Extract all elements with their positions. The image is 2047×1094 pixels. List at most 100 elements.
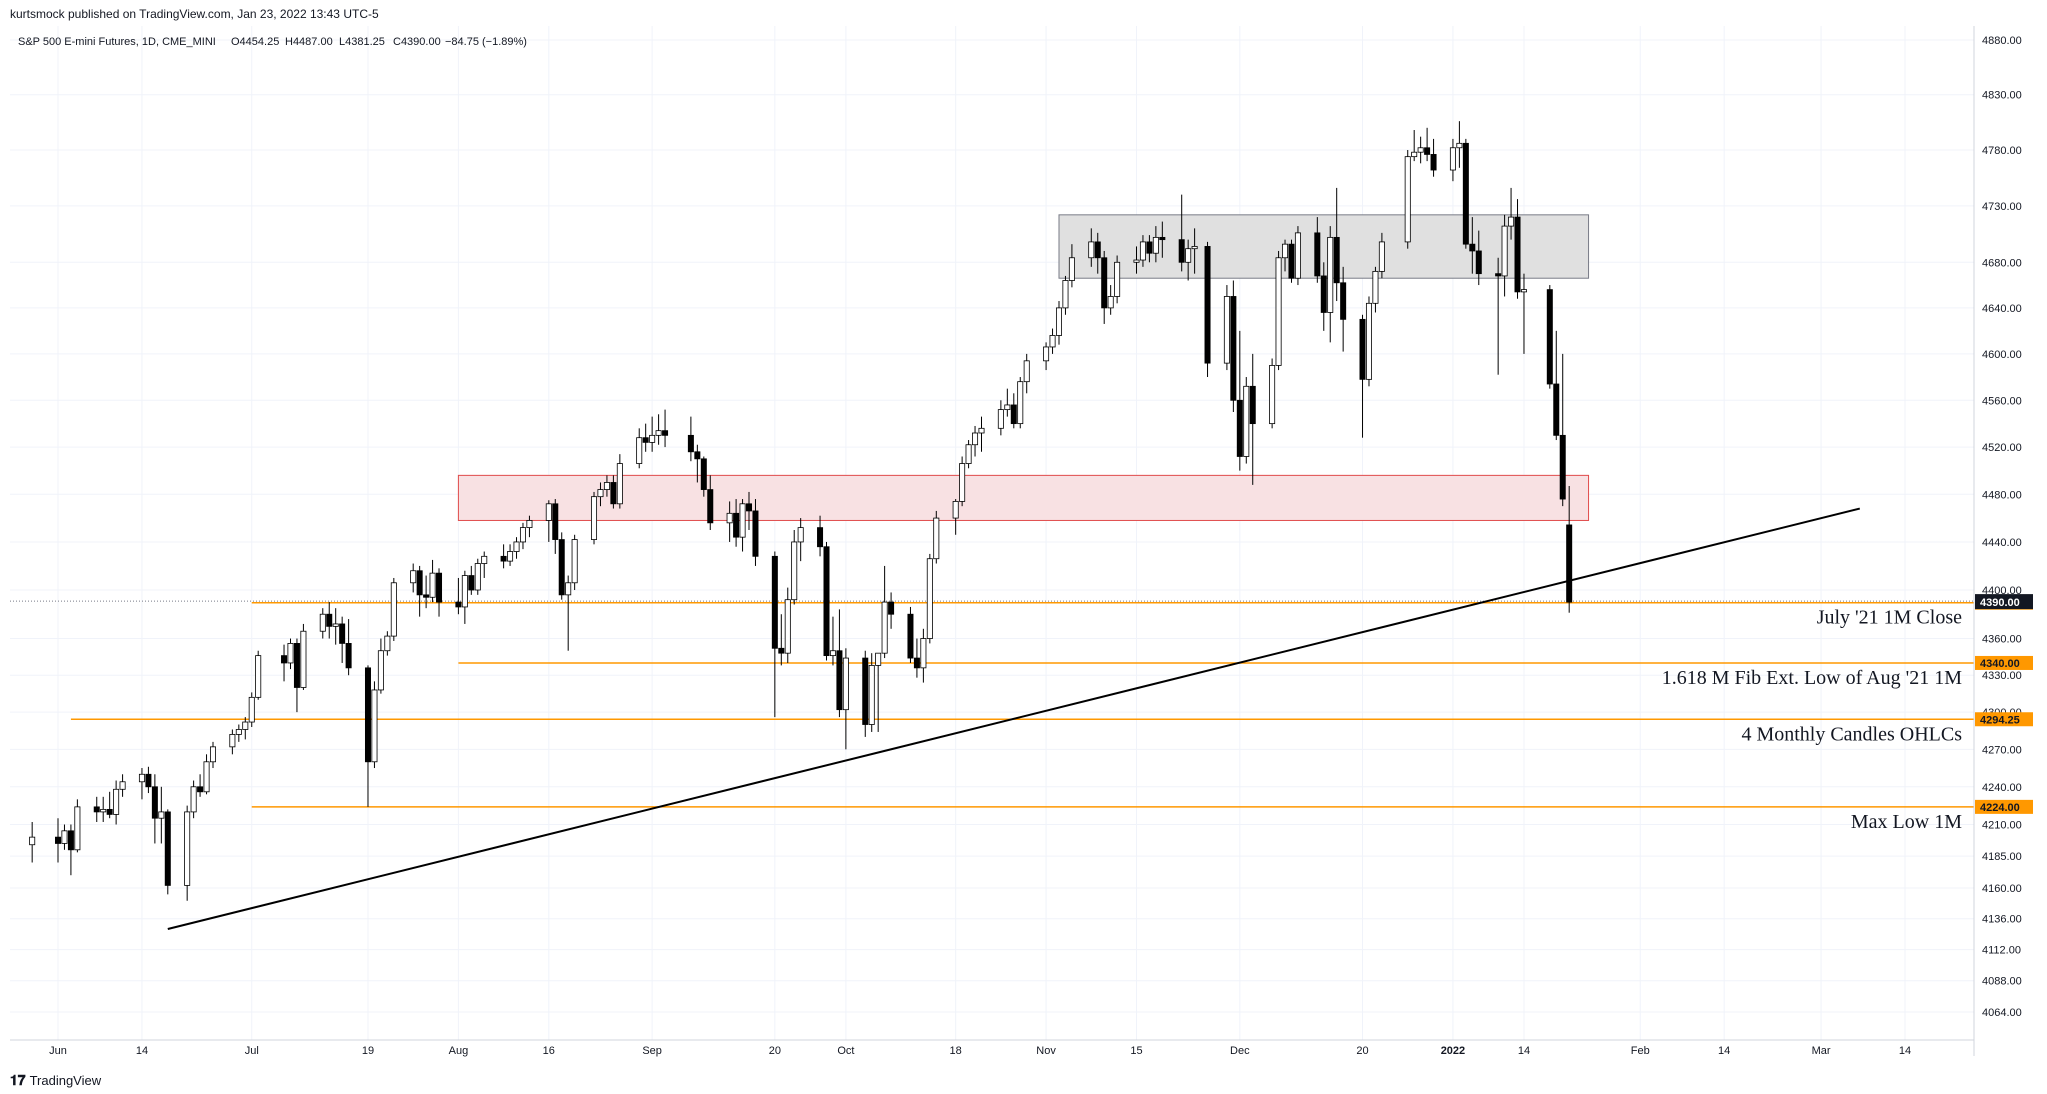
candle-body xyxy=(662,430,669,436)
time-tick-label: Jul xyxy=(245,1045,259,1057)
candle xyxy=(55,818,62,863)
candle-body xyxy=(184,811,191,886)
price-tick-label: 4560.00 xyxy=(1982,395,2022,407)
price-chart[interactable]: July '21 1M Close 1.618 M Fib Ext. Low of… xyxy=(0,0,2047,1069)
candle-body xyxy=(707,489,714,524)
candle-body xyxy=(997,409,1004,429)
candle xyxy=(339,616,346,663)
candle-body xyxy=(1411,151,1418,158)
candle-body xyxy=(687,434,694,453)
candle xyxy=(1107,285,1114,315)
candle xyxy=(1372,266,1379,313)
price-axis[interactable]: 4880.00 4830.00 4780.00 4730.00 4680.00 4640.… xyxy=(1982,35,2022,1019)
candle-body xyxy=(733,512,740,538)
candle xyxy=(319,608,326,639)
price-tick-label: 4440.00 xyxy=(1982,537,2022,549)
candle-body xyxy=(1365,302,1372,380)
candle-body xyxy=(1243,385,1250,457)
candle-body xyxy=(888,601,895,615)
candle xyxy=(1520,273,1527,354)
trendline-layer[interactable] xyxy=(167,507,1861,930)
candle-body xyxy=(1430,154,1437,171)
candle-body xyxy=(636,437,643,464)
candle xyxy=(1230,280,1237,412)
candle xyxy=(1282,239,1289,272)
annotations-layer: July '21 1M Close 1.618 M Fib Ext. Low of… xyxy=(1662,607,1963,833)
candle xyxy=(649,416,656,452)
candles-layer[interactable] xyxy=(29,121,1573,901)
candle xyxy=(300,623,307,690)
candle-body xyxy=(293,643,300,688)
candle xyxy=(1269,358,1276,429)
candle xyxy=(248,692,255,727)
footer-bar: 𝟏𝟕 TradingView xyxy=(0,1069,2047,1094)
candle xyxy=(184,805,191,901)
candle xyxy=(384,631,391,656)
candle xyxy=(1501,214,1508,297)
candle xyxy=(1004,388,1011,417)
candle-body xyxy=(868,665,875,725)
candle-body xyxy=(1553,383,1560,436)
candle-body xyxy=(1236,399,1243,457)
candle-body xyxy=(113,788,120,815)
time-tick-label: 20 xyxy=(1356,1045,1368,1057)
candle-body xyxy=(416,570,423,596)
candle xyxy=(862,650,869,737)
tradingview-logo[interactable]: 𝟏𝟕 TradingView xyxy=(10,1072,101,1089)
candle-body xyxy=(649,434,656,443)
candle xyxy=(1340,266,1347,352)
candle xyxy=(1178,194,1185,272)
candle xyxy=(888,592,895,629)
ohlc-low: L4381.25 xyxy=(339,36,385,48)
candle-body xyxy=(907,613,914,659)
time-tick-label: Aug xyxy=(449,1045,469,1057)
candle-body xyxy=(481,555,488,564)
time-tick-label: 15 xyxy=(1130,1045,1142,1057)
candle-body xyxy=(29,836,36,846)
candle-body xyxy=(197,786,204,793)
level-price-tag xyxy=(1975,799,2033,814)
candle xyxy=(1094,232,1101,274)
candle-body xyxy=(1475,250,1482,275)
candle xyxy=(836,609,843,718)
candle-body xyxy=(455,601,462,608)
candle xyxy=(67,824,74,876)
candle xyxy=(1275,250,1282,371)
time-tick-label: Dec xyxy=(1230,1045,1250,1057)
level-annotation: 4 Monthly Candles OHLCs xyxy=(1741,723,1962,745)
candle xyxy=(332,608,339,645)
candle xyxy=(746,491,753,530)
candle-body xyxy=(151,786,158,819)
candle xyxy=(100,796,107,822)
candle-body xyxy=(345,643,352,669)
candle-body xyxy=(67,830,74,851)
candle xyxy=(455,577,462,615)
ohlc-change: −84.75 (−1.89%) xyxy=(445,36,527,48)
price-tick-label: 4400.00 xyxy=(1982,585,2022,597)
candle-body xyxy=(229,734,236,748)
candle xyxy=(1430,138,1437,177)
current-price-label: 4390.00 xyxy=(1980,597,2020,609)
price-tick-label: 4330.00 xyxy=(1982,670,2022,682)
candle xyxy=(739,499,746,552)
candle xyxy=(1133,246,1140,274)
candle xyxy=(1152,226,1159,263)
candle xyxy=(1320,262,1327,331)
candle xyxy=(93,796,100,822)
candle xyxy=(1236,330,1243,471)
candle-body xyxy=(1062,280,1069,309)
candle xyxy=(416,565,423,617)
grid xyxy=(10,26,1974,1040)
time-axis[interactable]: Jun 14 Jul 19 Aug 16 Sep 20 Oct 18 Nov 15 Dec 20 2022 1… xyxy=(49,1045,1911,1057)
time-tick-label: 14 xyxy=(136,1045,148,1057)
candle xyxy=(429,559,436,603)
candle xyxy=(1359,314,1366,438)
candle xyxy=(1101,250,1108,324)
candle xyxy=(209,741,216,769)
candle xyxy=(965,440,972,469)
candle-body xyxy=(881,601,888,654)
candle-body xyxy=(1456,142,1463,149)
price-tick-label: 4680.00 xyxy=(1982,257,2022,269)
candle-body xyxy=(1294,232,1301,279)
candle xyxy=(687,416,694,462)
